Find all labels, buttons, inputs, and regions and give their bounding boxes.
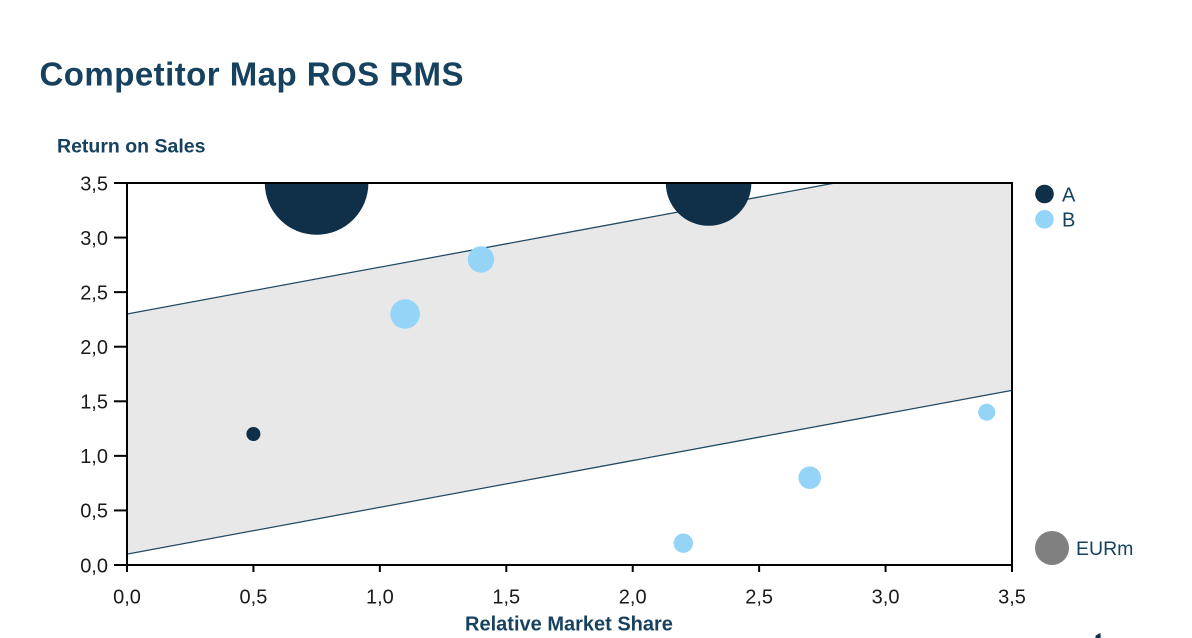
- svg-text:A: A: [1062, 184, 1076, 206]
- svg-text:0,5: 0,5: [80, 501, 108, 523]
- svg-text:3,0: 3,0: [80, 228, 108, 250]
- svg-text:2,0: 2,0: [80, 337, 108, 359]
- svg-text:0,5: 0,5: [240, 586, 268, 608]
- svg-text:1,0: 1,0: [366, 586, 394, 608]
- svg-text:2,5: 2,5: [80, 282, 108, 304]
- svg-text:3,5: 3,5: [80, 173, 108, 195]
- svg-text:EURm: EURm: [1076, 538, 1133, 560]
- svg-text:1,0: 1,0: [80, 446, 108, 468]
- svg-text:0,0: 0,0: [80, 555, 108, 577]
- svg-text:Competitor Map ROS RMS: Competitor Map ROS RMS: [40, 56, 464, 93]
- svg-text:2,0: 2,0: [619, 586, 647, 608]
- svg-text:3,5: 3,5: [998, 586, 1026, 608]
- svg-text:B: B: [1062, 210, 1075, 232]
- svg-text:1,5: 1,5: [80, 392, 108, 414]
- svg-text:2,5: 2,5: [745, 586, 773, 608]
- svg-text:3,0: 3,0: [872, 586, 900, 608]
- svg-text:0,0: 0,0: [113, 586, 141, 608]
- svg-text:Return on Sales: Return on Sales: [57, 136, 206, 158]
- svg-text:Relative Market Share: Relative Market Share: [465, 614, 673, 636]
- svg-text:1,5: 1,5: [492, 586, 520, 608]
